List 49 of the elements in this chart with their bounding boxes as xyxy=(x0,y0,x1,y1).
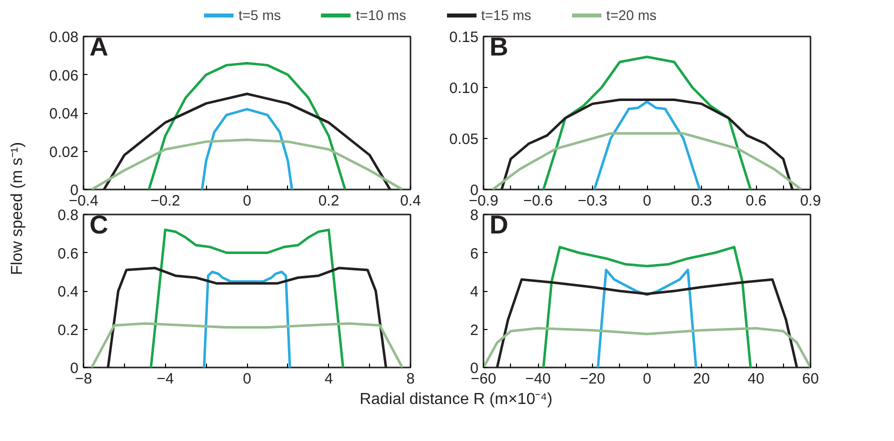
y-tick-label: 0 xyxy=(470,182,478,199)
x-tick-label: 4 xyxy=(324,370,333,388)
y-tick-label: 0.4 xyxy=(58,284,79,300)
y-tick-label: 4 xyxy=(470,284,478,300)
x-tick-label: 0.2 xyxy=(318,192,340,210)
x-tick-label: 0.4 xyxy=(400,192,421,210)
y-tick-label: 0.8 xyxy=(58,207,79,224)
y-axis-title: Flow speed (m s⁻¹) xyxy=(8,142,26,276)
y-tick-label: 0.05 xyxy=(449,131,479,148)
x-axis-title: Radial distance R (m×10⁻⁴) xyxy=(360,391,552,408)
y-tick-label: 0 xyxy=(70,360,78,377)
x-tick-label: 0 xyxy=(642,370,652,388)
x-tick-label: 0 xyxy=(642,192,652,210)
y-tick-label: 0.15 xyxy=(449,29,479,46)
chart-title: C xyxy=(90,210,108,240)
y-tick-label: 2 xyxy=(470,322,478,339)
y-tick-label: 0.04 xyxy=(49,106,79,122)
x-tick-label: −0.6 xyxy=(523,192,553,210)
x-tick-label: 0.6 xyxy=(746,192,766,210)
chart-title: A xyxy=(90,32,108,62)
x-tick-label: 0.3 xyxy=(691,192,712,210)
y-tick-label: 0.02 xyxy=(49,144,79,161)
y-tick-label: 0 xyxy=(70,182,78,199)
x-tick-label: 20 xyxy=(693,370,710,388)
y-tick-label: 6 xyxy=(470,245,478,262)
x-tick-label: 8 xyxy=(406,370,415,388)
legend-label: t=5 ms xyxy=(238,7,281,23)
x-tick-label: 0.9 xyxy=(800,192,821,210)
x-tick-label: −40 xyxy=(525,370,551,388)
x-tick-label: −0.3 xyxy=(578,192,608,210)
y-tick-label: 0.06 xyxy=(49,67,79,84)
x-tick-label: 40 xyxy=(748,370,764,388)
chart-title: B xyxy=(490,32,508,62)
y-tick-label: 0.08 xyxy=(49,29,79,46)
legend-label: t=20 ms xyxy=(606,7,657,23)
x-tick-label: 0 xyxy=(242,192,252,210)
chart-title: D xyxy=(490,210,508,240)
y-tick-label: 0.6 xyxy=(58,245,79,262)
legend-label: t=10 ms xyxy=(356,7,406,23)
x-tick-label: −20 xyxy=(580,370,606,388)
y-tick-label: 0.2 xyxy=(58,322,79,339)
legend-label: t=15 ms xyxy=(481,7,532,23)
x-tick-label: −0.2 xyxy=(150,192,180,210)
x-tick-label: 0 xyxy=(242,370,252,388)
y-tick-label: 8 xyxy=(470,207,478,224)
y-tick-label: 0.10 xyxy=(449,80,479,97)
y-tick-label: 0 xyxy=(470,360,478,377)
x-tick-label: 60 xyxy=(802,370,819,388)
x-tick-label: −4 xyxy=(156,370,174,388)
